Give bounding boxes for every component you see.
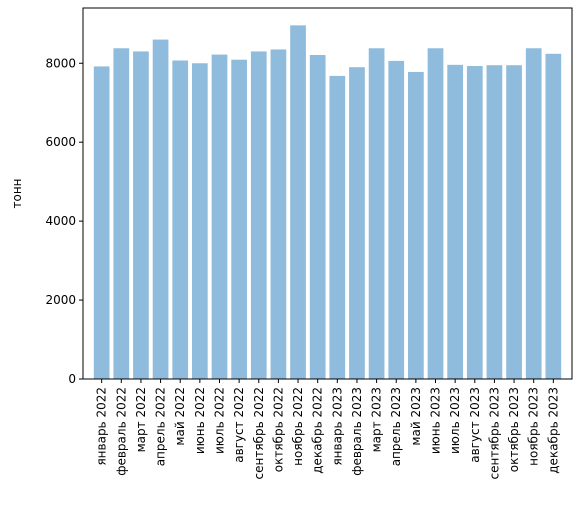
y-tick-label: 0 [68,372,76,386]
x-tick-label: март 2023 [370,387,384,452]
x-tick-label: июль 2022 [212,387,226,454]
x-tick-label: май 2023 [409,387,423,446]
bar-20 [486,65,503,379]
bar-13 [349,67,365,380]
bar-7 [231,59,247,380]
bar-12 [329,75,346,380]
bar-21 [506,65,522,379]
x-tick-label: май 2022 [173,387,187,446]
x-tick-label: февраль 2023 [350,387,364,476]
bar-17 [427,48,444,379]
x-tick-label: сентябрь 2023 [487,387,501,479]
x-tick-label: апрель 2023 [389,387,403,466]
bar-15 [388,60,405,379]
y-axis: 0 2000 4000 6000 8000 [45,56,83,386]
x-tick-label: сентябрь 2022 [252,387,266,479]
bar-14 [368,48,385,379]
bar-0 [93,66,110,379]
x-tick-label: декабрь 2023 [546,387,560,474]
bar-4 [172,60,189,379]
bar-1 [113,48,130,379]
bar-19 [466,66,483,380]
plot-frame [82,7,573,380]
x-tick-label: октябрь 2023 [507,387,521,472]
x-tick-label: август 2022 [232,387,246,463]
y-tick-label: 2000 [45,293,76,307]
x-tick-label: июль 2023 [448,387,462,454]
bar-16 [408,71,424,380]
x-tick-label: февраль 2022 [114,387,128,476]
x-tick-label: ноябрь 2022 [291,387,305,466]
x-tick-label: март 2022 [134,387,148,452]
x-tick-label: ноябрь 2023 [527,387,541,466]
bar-3 [152,39,169,380]
bar-11 [309,54,326,380]
bar-9 [270,49,287,379]
bar-6 [211,54,228,380]
x-tick-label: август 2023 [468,387,482,463]
bar-2 [133,51,149,380]
bar-10 [290,25,306,379]
x-tick-label: январь 2022 [95,387,109,466]
y-axis-label: тонн [10,178,24,208]
x-tick-label: январь 2023 [330,387,344,466]
bar-23 [545,53,562,379]
x-tick-label: июнь 2023 [429,387,443,454]
x-tick-label: октябрь 2022 [271,387,285,472]
y-tick-label: 8000 [45,56,76,70]
bars-group [93,25,562,380]
x-tick-label: июнь 2022 [193,387,207,454]
y-tick-label: 4000 [45,214,76,228]
x-axis: январь 2022 февраль 2022 март 2022 апрель 2… [95,379,560,479]
y-tick-label: 6000 [45,135,76,149]
bar-5 [191,63,208,380]
bar-8 [250,51,267,380]
bar-18 [447,64,464,379]
x-tick-label: апрель 2022 [154,387,168,466]
bar-22 [525,48,542,379]
x-tick-label: декабрь 2022 [311,387,325,474]
